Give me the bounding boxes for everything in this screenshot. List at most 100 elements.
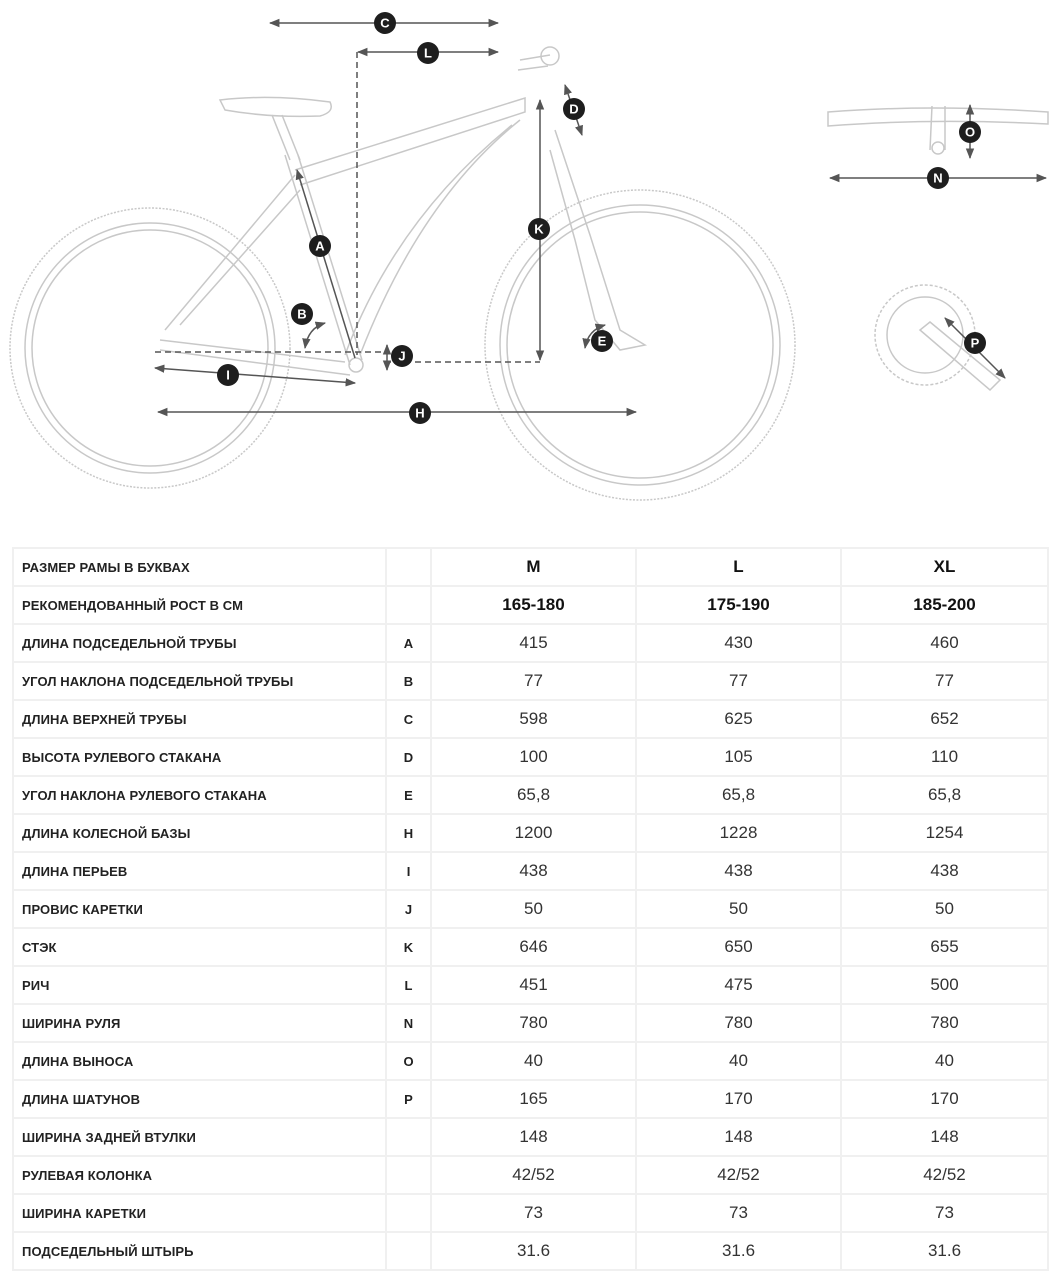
table-row: ДЛИНА ПОДСЕДЕЛЬНОЙ ТРУБЫ A 415 430 460 xyxy=(12,623,1049,663)
geometry-table: РАЗМЕР РАМЫ В БУКВАХ M L XL РЕКОМЕНДОВАННЫЙ … xyxy=(12,547,1049,1271)
svg-text:N: N xyxy=(933,171,942,186)
value-xl: 460 xyxy=(840,623,1049,663)
value-xl: 170 xyxy=(840,1079,1049,1119)
value-m: 451 xyxy=(430,965,637,1005)
row-label: УГОЛ НАКЛОНА РУЛЕВОГО СТАКАНА xyxy=(12,775,387,815)
value-m: 73 xyxy=(430,1193,637,1233)
row-label: ШИРИНА ЗАДНЕЙ ВТУЛКИ xyxy=(12,1117,387,1157)
value-m: 31.6 xyxy=(430,1231,637,1271)
row-letter xyxy=(385,1117,432,1157)
table-row: ДЛИНА ВЕРХНЕЙ ТРУБЫ C 598 625 652 xyxy=(12,699,1049,739)
value-m: 65,8 xyxy=(430,775,637,815)
value-xl: 148 xyxy=(840,1117,1049,1157)
table-row: ВЫСОТА РУЛЕВОГО СТАКАНА D 100 105 110 xyxy=(12,737,1049,777)
value-xl: 42/52 xyxy=(840,1155,1049,1195)
row-letter: J xyxy=(385,889,432,929)
value-l: 148 xyxy=(635,1117,842,1157)
row-letter xyxy=(385,1155,432,1195)
value-l: 438 xyxy=(635,851,842,891)
value-xl: 500 xyxy=(840,965,1049,1005)
row-letter: K xyxy=(385,927,432,967)
value-xl: XL xyxy=(840,547,1049,587)
value-l: 40 xyxy=(635,1041,842,1081)
value-xl: 780 xyxy=(840,1003,1049,1043)
svg-text:E: E xyxy=(598,334,607,349)
value-xl: 655 xyxy=(840,927,1049,967)
value-m: 100 xyxy=(430,737,637,777)
value-l: 625 xyxy=(635,699,842,739)
row-letter: I xyxy=(385,851,432,891)
row-letter xyxy=(385,1231,432,1271)
table-row: ПРОВИС КАРЕТКИ J 50 50 50 xyxy=(12,889,1049,929)
table-row: РИЧ L 451 475 500 xyxy=(12,965,1049,1005)
value-l: 73 xyxy=(635,1193,842,1233)
table-row: УГОЛ НАКЛОНА ПОДСЕДЕЛЬНОЙ ТРУБЫ B 77 77 77 xyxy=(12,661,1049,701)
row-label: ДЛИНА ПОДСЕДЕЛЬНОЙ ТРУБЫ xyxy=(12,623,387,663)
dimension-badges: C L D K A B E J I H O N P xyxy=(217,12,986,424)
value-l: 77 xyxy=(635,661,842,701)
value-xl: 31.6 xyxy=(840,1231,1049,1271)
row-label: УГОЛ НАКЛОНА ПОДСЕДЕЛЬНОЙ ТРУБЫ xyxy=(12,661,387,701)
value-xl: 40 xyxy=(840,1041,1049,1081)
svg-text:J: J xyxy=(398,349,405,364)
bike-outline xyxy=(9,46,1049,501)
value-l: 31.6 xyxy=(635,1231,842,1271)
table-row: ШИРИНА КАРЕТКИ 73 73 73 xyxy=(12,1193,1049,1233)
value-m: 438 xyxy=(430,851,637,891)
table-row: УГОЛ НАКЛОНА РУЛЕВОГО СТАКАНА E 65,8 65,8 65… xyxy=(12,775,1049,815)
row-label: РЕКОМЕНДОВАННЫЙ РОСТ В СМ xyxy=(12,585,387,625)
value-xl: 185-200 xyxy=(840,585,1049,625)
bike-geometry-diagram: C L D K A B E J I H O N P xyxy=(9,12,1049,501)
value-m: 598 xyxy=(430,699,637,739)
badge-k: K xyxy=(528,218,550,240)
row-label: ШИРИНА КАРЕТКИ xyxy=(12,1193,387,1233)
value-m: 415 xyxy=(430,623,637,663)
rear-wheel xyxy=(9,207,291,489)
row-letter: L xyxy=(385,965,432,1005)
row-label: ПОДСЕДЕЛЬНЫЙ ШТЫРЬ xyxy=(12,1231,387,1271)
value-m: 1200 xyxy=(430,813,637,853)
table-row: ПОДСЕДЕЛЬНЫЙ ШТЫРЬ 31.6 31.6 31.6 xyxy=(12,1231,1049,1271)
value-xl: 110 xyxy=(840,737,1049,777)
table-row: РАЗМЕР РАМЫ В БУКВАХ M L XL xyxy=(12,547,1049,587)
row-letter: N xyxy=(385,1003,432,1043)
badge-j: J xyxy=(391,345,413,367)
table-row: ДЛИНА ВЫНОСА O 40 40 40 xyxy=(12,1041,1049,1081)
row-label: ПРОВИС КАРЕТКИ xyxy=(12,889,387,929)
badge-e: E xyxy=(591,330,613,352)
row-letter: C xyxy=(385,699,432,739)
row-letter xyxy=(385,585,432,625)
svg-text:K: K xyxy=(534,222,544,237)
row-label: ДЛИНА ШАТУНОВ xyxy=(12,1079,387,1119)
row-label: ДЛИНА ПЕРЬЕВ xyxy=(12,851,387,891)
row-label: ДЛИНА ВЕРХНЕЙ ТРУБЫ xyxy=(12,699,387,739)
table-row: ДЛИНА КОЛЕСНОЙ БАЗЫ H 1200 1228 1254 xyxy=(12,813,1049,853)
svg-text:H: H xyxy=(415,406,424,421)
badge-i: I xyxy=(217,364,239,386)
value-xl: 73 xyxy=(840,1193,1049,1233)
down-tube xyxy=(344,119,521,356)
value-l: 430 xyxy=(635,623,842,663)
value-m: 165-180 xyxy=(430,585,637,625)
value-l: 475 xyxy=(635,965,842,1005)
row-label: ДЛИНА КОЛЕСНОЙ БАЗЫ xyxy=(12,813,387,853)
row-label: РАЗМЕР РАМЫ В БУКВАХ xyxy=(12,547,387,587)
table-row: ДЛИНА ПЕРЬЕВ I 438 438 438 xyxy=(12,851,1049,891)
table-row: РЕКОМЕНДОВАННЫЙ РОСТ В СМ 165-180 175-190 1… xyxy=(12,585,1049,625)
row-label: СТЭК xyxy=(12,927,387,967)
stem xyxy=(517,54,551,71)
row-letter xyxy=(385,547,432,587)
value-m: 77 xyxy=(430,661,637,701)
table-row: РУЛЕВАЯ КОЛОНКА 42/52 42/52 42/52 xyxy=(12,1155,1049,1195)
row-label: ВЫСОТА РУЛЕВОГО СТАКАНА xyxy=(12,737,387,777)
svg-text:D: D xyxy=(569,102,578,117)
row-label: ШИРИНА РУЛЯ xyxy=(12,1003,387,1043)
badge-a: A xyxy=(309,235,331,257)
value-l: 170 xyxy=(635,1079,842,1119)
value-xl: 50 xyxy=(840,889,1049,929)
value-l: 1228 xyxy=(635,813,842,853)
row-letter: A xyxy=(385,623,432,663)
seat-tube xyxy=(284,154,363,366)
value-xl: 65,8 xyxy=(840,775,1049,815)
value-xl: 1254 xyxy=(840,813,1049,853)
